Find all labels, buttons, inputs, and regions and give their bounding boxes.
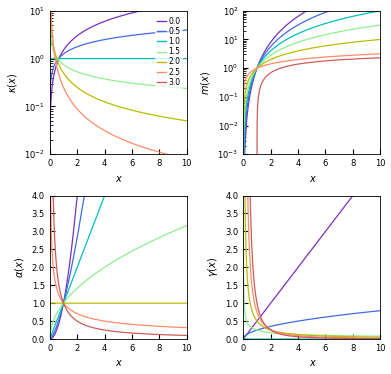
Legend: 0.0, 0.5, 1.0, 1.5, 2.0, 2.5, 3.0: 0.0, 0.5, 1.0, 1.5, 2.0, 2.5, 3.0 xyxy=(155,15,183,89)
Y-axis label: $\gamma(x)$: $\gamma(x)$ xyxy=(206,257,220,278)
Y-axis label: $\alpha(x)$: $\alpha(x)$ xyxy=(13,257,26,278)
Y-axis label: $m(x)$: $m(x)$ xyxy=(199,71,212,95)
X-axis label: x: x xyxy=(115,174,121,184)
X-axis label: x: x xyxy=(309,174,315,184)
X-axis label: x: x xyxy=(309,358,315,368)
X-axis label: x: x xyxy=(115,358,121,368)
Y-axis label: $\kappa(x)$: $\kappa(x)$ xyxy=(5,73,18,93)
